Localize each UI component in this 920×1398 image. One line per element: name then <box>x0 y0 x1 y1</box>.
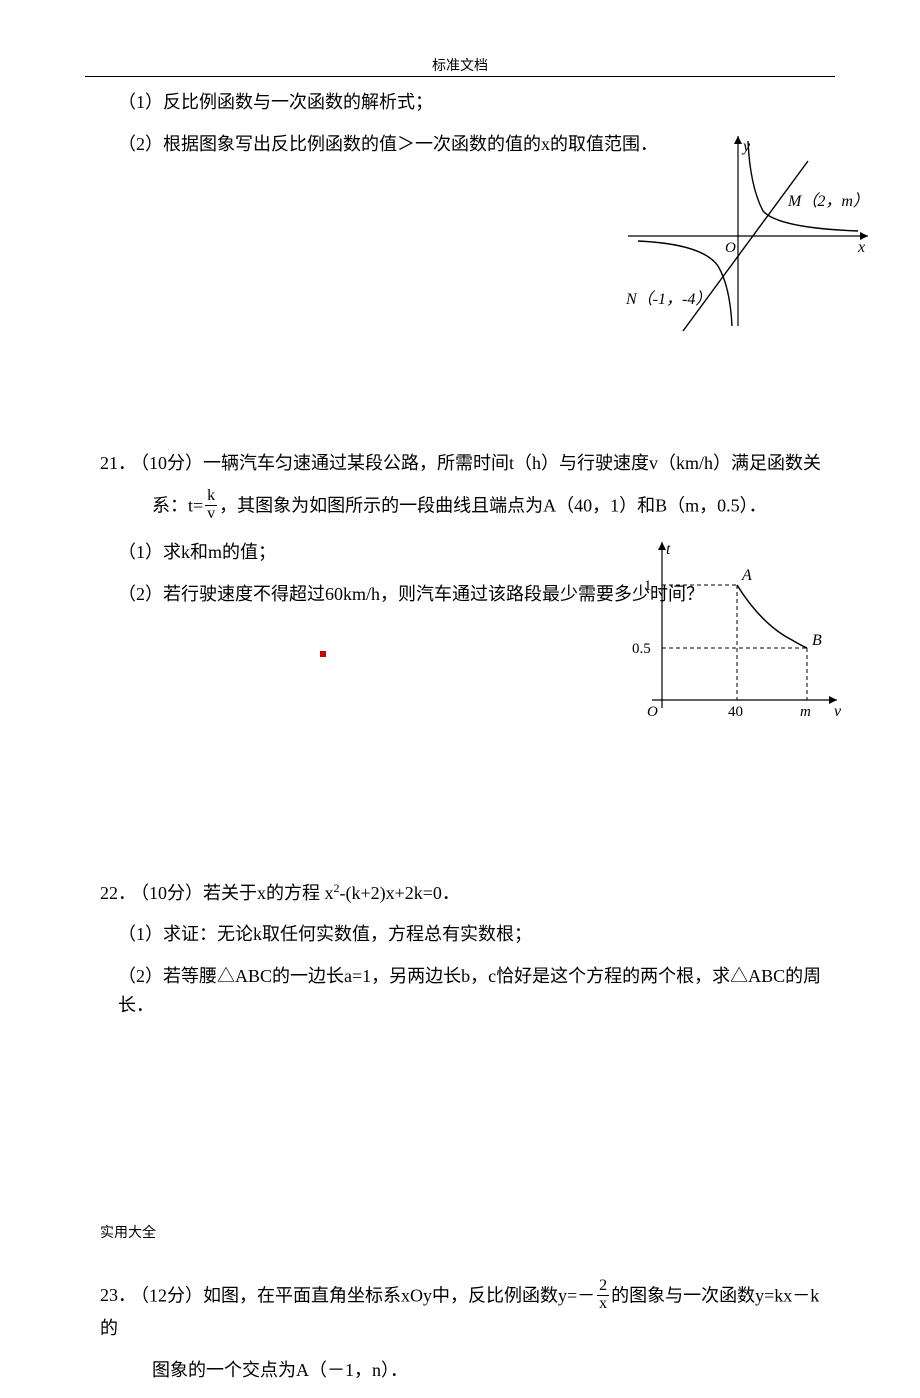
header-rule <box>85 76 835 77</box>
fig2-B-label: B <box>812 632 822 649</box>
fig2-xm-label: m <box>800 704 811 720</box>
p22-sub1: （1）求证：无论k取任何实数值，方程总有实数根； <box>100 920 830 949</box>
p23-points: （12分） <box>140 1285 203 1305</box>
fig2-O-label: O <box>647 704 658 720</box>
p21-line1: 21．（10分）一辆汽车匀速通过某段公路，所需时间t（h）与行驶速度v（km/h… <box>100 449 830 478</box>
p22-text1a: 若关于x的方程 x <box>203 883 334 903</box>
fig2-v-label: v <box>834 703 842 720</box>
p23-line1: 23．（12分）如图，在平面直角坐标系xOy中，反比例函数y=－2x的图象与一次… <box>100 1280 830 1343</box>
intro-q1: （1）反比例函数与一次函数的解析式； <box>100 88 830 117</box>
figure-2: t v O 1 0.5 40 m A B <box>622 530 852 730</box>
p22-points: （10分） <box>140 883 203 903</box>
p21-number: 21． <box>100 453 136 473</box>
fig2-y05-label: 0.5 <box>632 641 651 657</box>
cursor-marker <box>320 651 326 657</box>
p21-text2a: 系：t= <box>152 496 203 516</box>
fig2-y1-label: 1 <box>644 578 652 594</box>
fig1-M-label: M（2，m） <box>787 192 869 210</box>
p22-text1b: -(k+2)x+2k=0． <box>340 883 460 903</box>
p23-text1a: 如图，在平面直角坐标系xOy中，反比例函数y=－ <box>203 1285 595 1305</box>
fig1-x-label: x <box>857 239 865 256</box>
fig1-y-label: y <box>741 138 751 155</box>
p21-text2b: ，其图象为如图所示的一段曲线且端点为A（40，1）和B（m，0.5）． <box>219 496 767 516</box>
fig2-t-label: t <box>666 541 671 558</box>
p22-number: 22． <box>100 883 136 903</box>
p23-line2: 图象的一个交点为A（－1，n）． <box>100 1356 830 1385</box>
footer-label: 实用大全 <box>100 1222 156 1242</box>
p21-frac: kv <box>205 488 217 523</box>
p21-points: （10分） <box>140 453 203 473</box>
header-label: 标准文档 <box>432 55 488 75</box>
fig2-A-label: A <box>741 567 752 584</box>
p21-text1: 一辆汽车匀速通过某段公路，所需时间t（h）与行驶速度v（km/h）满足函数关 <box>203 453 821 473</box>
figure-1: y x O M（2，m） N（-1，-4） <box>608 126 888 336</box>
p22-line1: 22．（10分）若关于x的方程 x2-(k+2)x+2k=0． <box>100 879 830 908</box>
p21-line2: 系：t=kv，其图象为如图所示的一段曲线且端点为A（40，1）和B（m，0.5）… <box>100 490 830 525</box>
p23-number: 23． <box>100 1285 136 1305</box>
fig1-O-label: O <box>725 240 736 256</box>
fig2-x40-label: 40 <box>728 704 743 720</box>
fig1-N-label: N（-1，-4） <box>625 290 711 308</box>
p23-frac: 2x <box>597 1278 609 1313</box>
p22-sub2: （2）若等腰△ABC的一边长a=1，另两边长b，c恰好是这个方程的两个根，求△A… <box>100 962 830 1020</box>
